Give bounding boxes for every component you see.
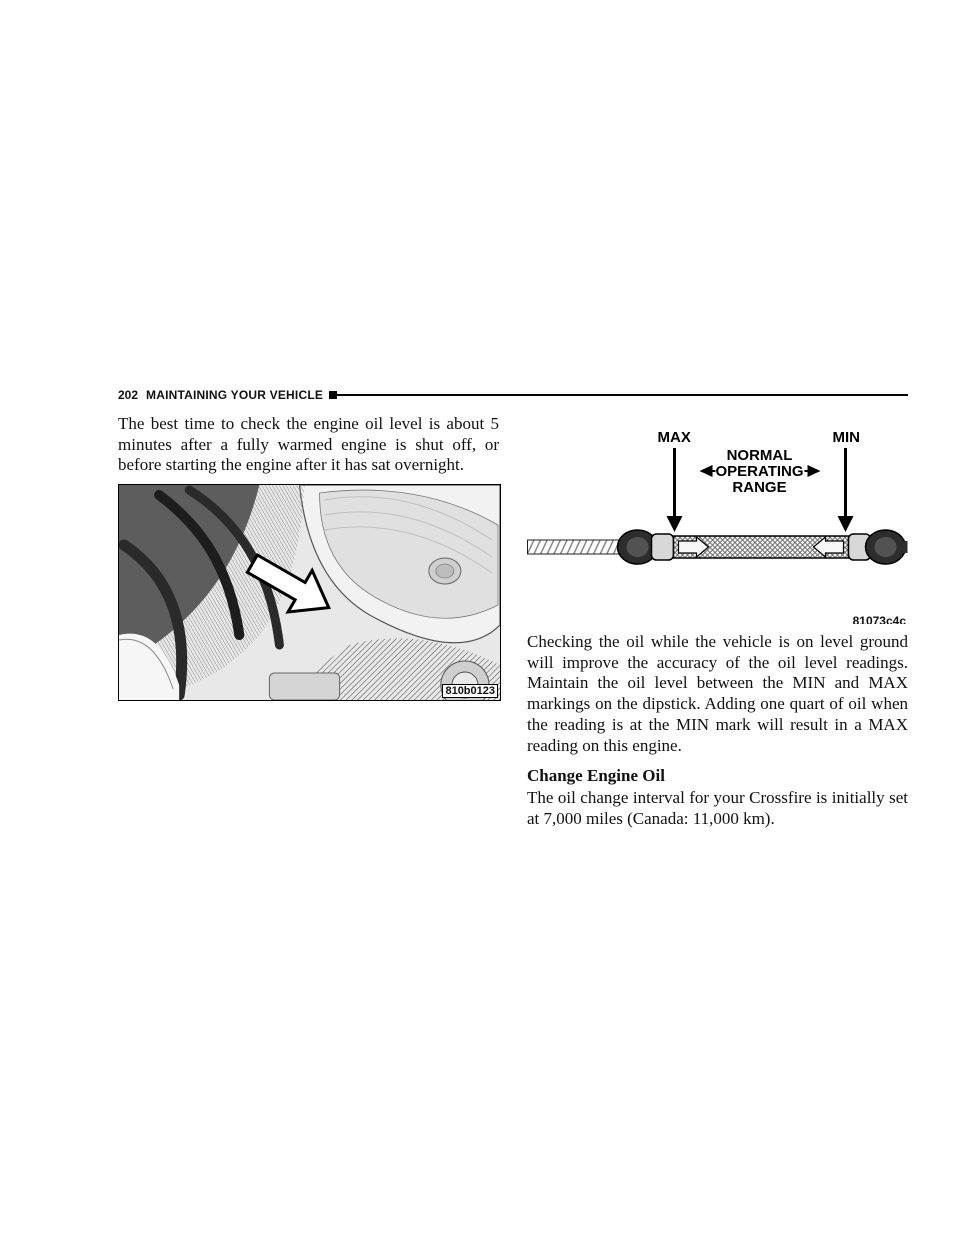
dipstick-figure-id: 81073c4c xyxy=(851,615,908,624)
oil-check-paragraph: Checking the oil while the vehicle is on… xyxy=(527,632,908,756)
svg-text:OPERATING: OPERATING xyxy=(715,463,803,480)
svg-text:RANGE: RANGE xyxy=(732,479,786,496)
left-column: The best time to check the engine oil le… xyxy=(118,410,499,840)
page-number: 202 xyxy=(118,388,138,402)
running-header: 202 MAINTAINING YOUR VEHICLE xyxy=(118,388,908,402)
header-rule xyxy=(337,394,908,396)
right-column: MAX MIN NORMAL OPERATING xyxy=(527,410,908,840)
engine-bay-illustration xyxy=(119,485,500,700)
oil-change-interval-paragraph: The oil change interval for your Crossfi… xyxy=(527,788,908,829)
dipstick-figure: MAX MIN NORMAL OPERATING xyxy=(527,410,908,624)
engine-bay-figure: 810b0123 xyxy=(118,484,501,701)
min-label: MIN xyxy=(833,429,861,446)
engine-figure-id: 810b0123 xyxy=(442,684,498,698)
change-oil-subhead: Change Engine Oil xyxy=(527,766,908,786)
section-title: MAINTAINING YOUR VEHICLE xyxy=(146,388,323,402)
range-right-arrow-icon xyxy=(808,465,821,477)
page-content: 202 MAINTAINING YOUR VEHICLE The best ti… xyxy=(118,388,908,840)
max-arrow-icon xyxy=(667,448,683,532)
header-marker xyxy=(329,391,337,399)
range-left-arrow-icon xyxy=(700,465,713,477)
normal-operating-range-label: NORMAL OPERATING RANGE xyxy=(715,447,803,496)
svg-text:NORMAL: NORMAL xyxy=(727,447,793,464)
two-column-layout: The best time to check the engine oil le… xyxy=(118,410,908,840)
intro-paragraph: The best time to check the engine oil le… xyxy=(118,414,499,476)
dipstick-body xyxy=(528,530,908,564)
max-label: MAX xyxy=(658,429,691,446)
dipstick-illustration: MAX MIN NORMAL OPERATING xyxy=(527,410,908,624)
min-arrow-icon xyxy=(838,448,854,532)
